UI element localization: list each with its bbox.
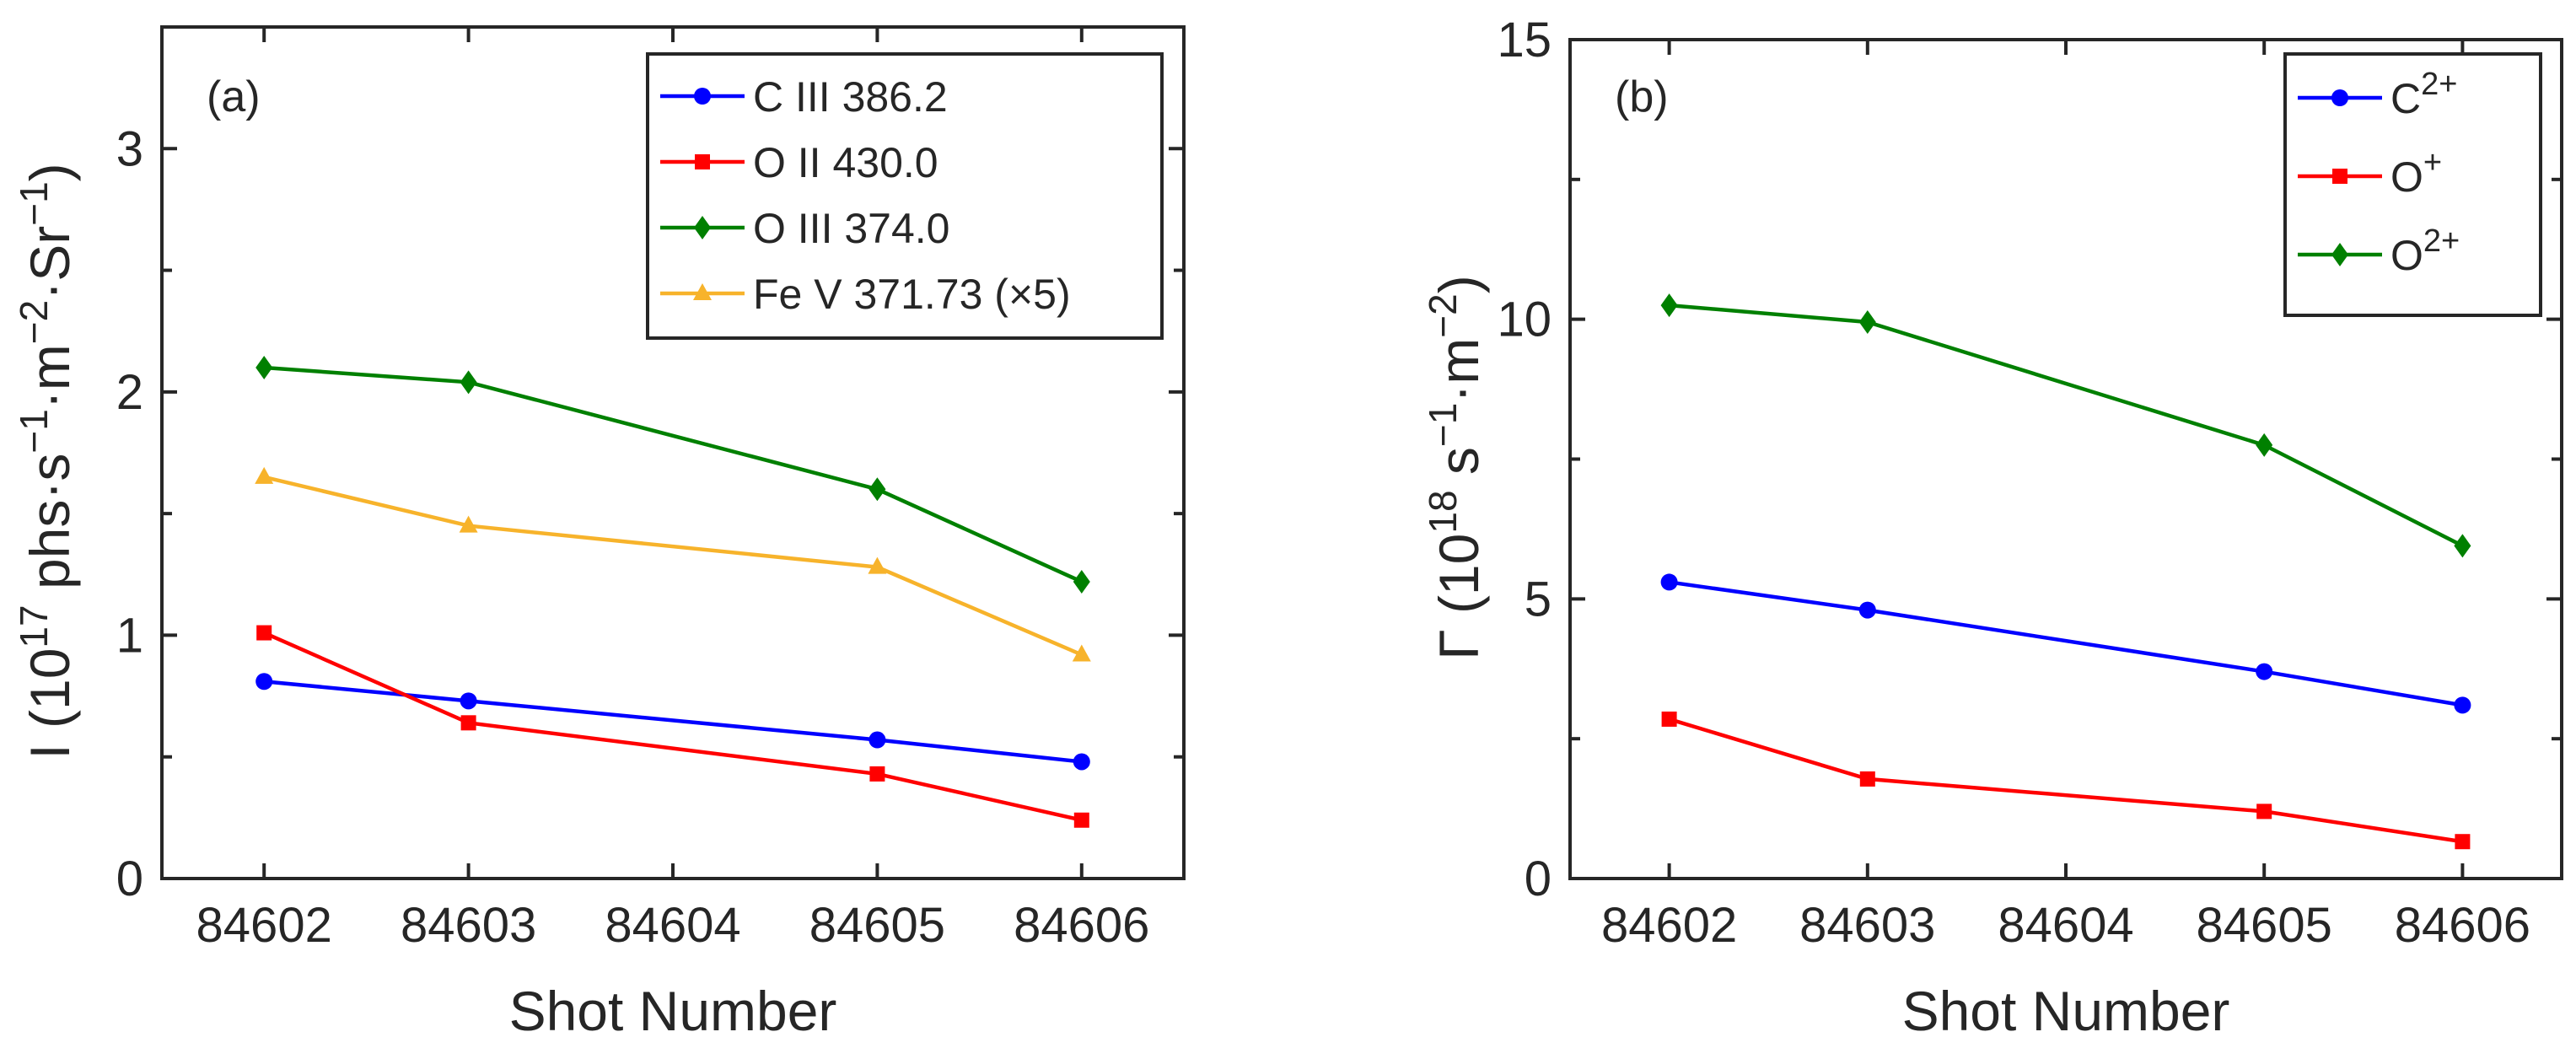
legend-entry-label: O+ <box>2390 145 2442 201</box>
legend: C III 386.2 O II 430.0 O III 374.0 Fe V 371… <box>646 52 1164 340</box>
data-point <box>2454 696 2471 714</box>
data-point <box>459 515 478 533</box>
series-line <box>263 475 1083 657</box>
data-point <box>2256 803 2272 820</box>
series-line <box>1669 303 2464 548</box>
legend-entry-label: O III 374.0 <box>753 205 949 252</box>
data-point <box>256 625 272 641</box>
y-tick-label: 2 <box>116 365 143 420</box>
data-point <box>460 692 477 710</box>
data-point <box>1073 753 1090 771</box>
y-tick-label: 5 <box>1525 572 1552 626</box>
y-axis-label: I (1017 phs·s−1·m−2·Sr−1) <box>12 163 81 759</box>
legend-swatch-marker <box>695 154 710 169</box>
series-line <box>263 680 1083 764</box>
data-point <box>255 673 273 691</box>
data-point <box>2256 663 2273 680</box>
data-point <box>869 731 886 749</box>
y-tick-label: 0 <box>116 852 143 906</box>
data-point <box>1858 601 1876 619</box>
data-point <box>1859 771 1875 787</box>
series-2 <box>1660 293 2471 558</box>
data-point <box>255 356 273 379</box>
x-tick-label: 84604 <box>605 898 740 953</box>
series-1 <box>256 625 1089 828</box>
x-tick-label: 84605 <box>2197 898 2332 953</box>
series-line <box>1668 717 2463 844</box>
x-tick-label: 84606 <box>2395 898 2530 953</box>
legend-swatch-marker <box>694 88 711 105</box>
x-axis-label: Shot Number <box>509 980 837 1042</box>
y-tick-label: 15 <box>1497 13 1552 67</box>
y-tick-label: 3 <box>116 121 143 176</box>
legend-swatch-marker <box>2332 169 2347 184</box>
series-1 <box>1661 711 2471 850</box>
series-0 <box>1660 573 2471 714</box>
data-point <box>1661 711 1677 727</box>
panel-label: (a) <box>207 73 261 121</box>
data-point <box>869 477 886 502</box>
x-tick-label: 84604 <box>1998 898 2133 953</box>
data-point <box>1660 293 1678 318</box>
data-point <box>1073 569 1090 594</box>
series-line <box>263 631 1083 822</box>
legend: C2+ O+ O2+ <box>2283 52 2542 317</box>
legend-swatch-marker <box>2331 243 2348 266</box>
data-point <box>1072 644 1091 662</box>
data-point <box>460 370 477 395</box>
data-point <box>869 766 885 782</box>
data-point <box>2256 433 2273 457</box>
series-3 <box>255 466 1091 662</box>
legend-box <box>646 52 1164 340</box>
legend-entry-label: C2+ <box>2390 67 2457 122</box>
series-0 <box>255 673 1090 771</box>
data-point <box>460 715 476 731</box>
series-2 <box>255 356 1090 594</box>
y-tick-label: 1 <box>116 608 143 663</box>
y-tick-label: 10 <box>1497 293 1552 347</box>
panel-label: (b) <box>1615 73 1669 121</box>
data-point <box>868 556 887 574</box>
data-point <box>255 466 274 484</box>
panel-a: 84602 84603 84604 84605 84606 0 1 2 3 Shot Number… <box>12 25 1186 1042</box>
legend-entry-label: O II 430.0 <box>753 139 938 186</box>
legend-swatch-marker <box>2331 89 2348 106</box>
x-axis-label: Shot Number <box>1902 980 2230 1042</box>
legend-entry-label: Fe V 371.73 (×5) <box>753 271 1071 318</box>
legend-swatch-marker <box>693 283 712 300</box>
y-tick-label: 0 <box>1525 852 1552 906</box>
x-tick-label: 84603 <box>401 898 536 953</box>
series-line <box>264 365 1083 583</box>
series-line <box>1669 580 2463 707</box>
legend-entry-label: O2+ <box>2390 223 2460 279</box>
x-tick-label: 84603 <box>1799 898 1935 953</box>
data-point <box>2455 834 2471 850</box>
legend-entry-label: C III 386.2 <box>753 73 948 121</box>
y-axis-label: Γ (1018 s−1·m−2) <box>1421 275 1490 659</box>
data-point <box>1073 812 1089 828</box>
data-point <box>2454 534 2471 558</box>
panel-b: 84602 84603 84604 84605 84606 0 5 10 15 Shot Numb… <box>1421 13 2563 1042</box>
x-tick-label: 84605 <box>809 898 945 953</box>
legend-swatch-marker <box>694 216 711 239</box>
x-tick-label: 84602 <box>1601 898 1737 953</box>
data-point <box>1660 573 1678 591</box>
data-point <box>1858 309 1876 334</box>
x-tick-label: 84606 <box>1014 898 1149 953</box>
x-tick-label: 84602 <box>196 898 332 953</box>
